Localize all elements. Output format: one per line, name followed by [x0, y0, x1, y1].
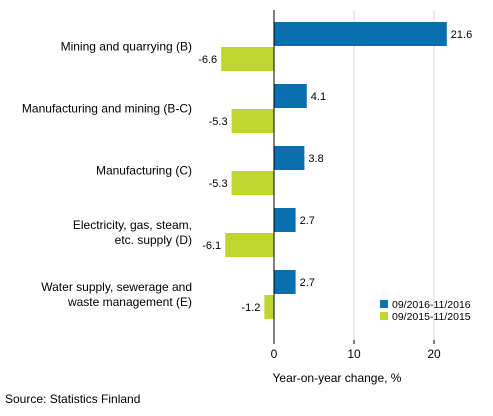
bars: 21.6 -6.6 4.1 -5.3 3.8 -5.3 2.7 -6.1 2.7 -1.2 — [198, 22, 472, 319]
tick-label: 20 — [427, 347, 441, 361]
legend-swatch — [380, 300, 388, 308]
category-label: Manufacturing and mining (B-C) — [22, 102, 192, 116]
legend-label: 09/2016-11/2016 — [392, 299, 471, 311]
category-label: Water supply, sewerage and waste manageme… — [41, 280, 192, 309]
data-label: 2.7 — [300, 215, 315, 227]
data-label: 2.7 — [300, 277, 315, 289]
bar — [274, 270, 296, 294]
data-label: -5.3 — [209, 178, 228, 190]
bar — [274, 208, 296, 232]
bar — [274, 146, 305, 170]
bar — [231, 109, 274, 133]
x-axis-label: Year-on-year change, % — [273, 371, 402, 385]
data-label: -6.6 — [198, 54, 217, 66]
source-note: Source: Statistics Finland — [5, 392, 141, 406]
data-label: 21.6 — [451, 29, 472, 41]
bar — [274, 22, 447, 46]
data-label: -5.3 — [209, 116, 228, 128]
x-axis: 0 10 20 Year-on-year change, % — [271, 10, 441, 385]
bar — [221, 47, 274, 71]
category-label: Manufacturing (C) — [96, 164, 192, 178]
legend-swatch — [380, 312, 388, 320]
data-label: -6.1 — [202, 240, 221, 252]
data-label: 3.8 — [308, 153, 323, 165]
tick-label: 10 — [347, 347, 361, 361]
bar — [231, 171, 274, 195]
category-label: Mining and quarrying (B) — [61, 40, 192, 54]
grid-lines — [353, 10, 435, 340]
legend-label: 09/2015-11/2015 — [392, 311, 471, 323]
data-label: 4.1 — [311, 91, 326, 103]
tick-label: 0 — [271, 347, 278, 361]
bar — [264, 295, 274, 319]
category-label: Electricity, gas, steam, etc. supply (D) — [73, 218, 192, 247]
data-label: -1.2 — [241, 302, 260, 314]
bar — [225, 233, 274, 257]
bar — [274, 84, 307, 108]
category-labels: Mining and quarrying (B) Manufacturing an… — [22, 40, 192, 310]
